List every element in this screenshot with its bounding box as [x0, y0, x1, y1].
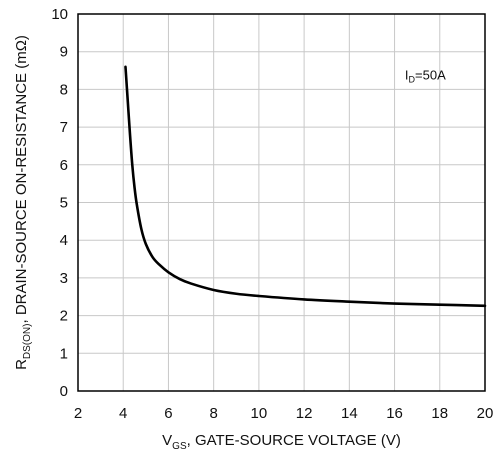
- x-axis-title: VGS, GATE-SOURCE VOLTAGE (V): [162, 432, 401, 452]
- y-tick-label-1: 1: [60, 345, 68, 362]
- x-tick-label-5: 12: [296, 405, 313, 422]
- y-tick-label-10: 10: [51, 6, 68, 23]
- current-annotation: ID=50A: [405, 67, 446, 84]
- y-tick-label-0: 0: [60, 383, 68, 400]
- x-axis-title-sub: GS: [172, 441, 187, 452]
- y-axis-title: RDS(ON), DRAIN-SOURCE ON-RESISTANCE (mΩ): [13, 35, 33, 370]
- annotation-sub: D: [409, 74, 416, 84]
- x-tick-label-6: 14: [341, 405, 358, 422]
- annotation-rest: =50A: [415, 67, 446, 82]
- y-tick-label-3: 3: [60, 270, 68, 287]
- y-tick-label-7: 7: [60, 119, 68, 136]
- x-tick-labels: 2 4 6 8 10 12 14 16 18 20: [74, 405, 494, 422]
- x-tick-label-2: 6: [164, 405, 172, 422]
- x-tick-label-0: 2: [74, 405, 82, 422]
- x-tick-label-9: 20: [477, 405, 494, 422]
- rds-on-curve: [124, 65, 487, 308]
- x-tick-label-1: 4: [119, 405, 127, 422]
- y-tick-labels: 0 1 2 3 4 5 6 7 8 9 10: [51, 6, 68, 400]
- y-tick-label-8: 8: [60, 81, 68, 98]
- x-tick-label-4: 10: [251, 405, 268, 422]
- y-tick-label-4: 4: [60, 232, 68, 249]
- annotation-main: I: [405, 67, 409, 82]
- x-tick-label-7: 16: [386, 405, 403, 422]
- y-tick-label-6: 6: [60, 157, 68, 174]
- y-axis-title-sub: DS(ON): [22, 324, 33, 360]
- x-tick-label-3: 8: [209, 405, 217, 422]
- x-axis-title-main: V: [162, 432, 172, 449]
- y-axis-title-main: R: [13, 359, 30, 370]
- y-tick-label-5: 5: [60, 195, 68, 212]
- y-axis-title-rest: , DRAIN-SOURCE ON-RESISTANCE (mΩ): [13, 35, 30, 323]
- plot-frame: [77, 13, 486, 392]
- x-axis-title-rest: , GATE-SOURCE VOLTAGE (V): [187, 432, 401, 449]
- y-tick-label-9: 9: [60, 44, 68, 61]
- y-tick-label-2: 2: [60, 308, 68, 325]
- x-tick-label-8: 18: [431, 405, 448, 422]
- series-curve: [124, 65, 487, 308]
